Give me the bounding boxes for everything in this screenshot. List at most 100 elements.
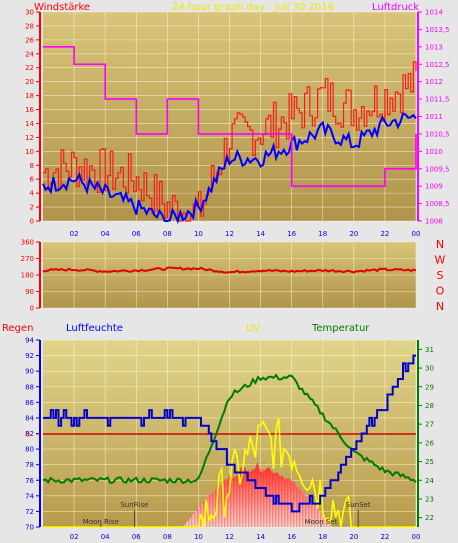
temperature-tick-label: 30: [425, 365, 434, 373]
humidity-tick-label: 86: [25, 399, 34, 407]
compass-direction-label: N: [436, 300, 444, 313]
wind-tick-label: 30: [25, 9, 34, 17]
wind-tick-label: 16: [25, 106, 34, 114]
pressure-tick-label: 1011: [425, 113, 443, 121]
time-tick-label: 16: [287, 230, 296, 238]
temperature-tick-label: 31: [425, 346, 434, 354]
humidity-tick-label: 94: [25, 337, 34, 345]
pressure-header-label: Luftdruck: [372, 2, 419, 13]
sunrise-label: SunRise: [120, 501, 148, 509]
temperature-header-label: Temperatur: [311, 323, 370, 334]
temperature-tick-label: 26: [425, 439, 434, 447]
wind-tick-label: 14: [25, 120, 34, 128]
climate-time-tick-label: 18: [318, 533, 327, 541]
humidity-tick-label: 88: [25, 383, 34, 391]
chart-title: 24 hour graph day : Juli 30 2016: [172, 2, 334, 13]
wind-tick-label: 26: [25, 36, 34, 44]
humidity-tick-label: 84: [25, 414, 34, 422]
climate-time-tick-label: 22: [380, 533, 389, 541]
compass-direction-label: W: [435, 254, 446, 267]
pressure-tick-label: 1010: [425, 148, 443, 156]
direction-tick-label: 180: [21, 272, 34, 280]
direction-tick-label: 360: [21, 239, 34, 247]
uv-line: [43, 418, 416, 528]
wind-header-label: Windstärke: [34, 2, 90, 13]
pressure-tick-label: 1014: [425, 9, 443, 17]
wind-tick-label: 20: [25, 78, 34, 86]
rain-zero-label: 0: [26, 431, 30, 439]
rain-header-label: Regen: [2, 323, 34, 334]
wind-tick-label: 0: [30, 218, 34, 226]
time-tick-label: 10: [194, 230, 203, 238]
temperature-line: [42, 373, 417, 485]
humidity-tick-label: 76: [25, 477, 34, 485]
uv-header-label: UV: [246, 323, 260, 334]
wind-tick-label: 18: [25, 92, 34, 100]
temperature-tick-label: 22: [425, 514, 434, 522]
pressure-tick-label: 1009: [425, 183, 443, 191]
pressure-tick-label: 1013,5: [425, 26, 450, 34]
time-tick-label: 12: [225, 230, 234, 238]
wind-tick-label: 22: [25, 64, 34, 72]
time-tick-label: 22: [380, 230, 389, 238]
time-tick-label: 06: [132, 230, 141, 238]
time-tick-label: 14: [256, 230, 265, 238]
climate-time-tick-label: 02: [70, 533, 79, 541]
climate-time-tick-label: 16: [287, 533, 296, 541]
pressure-line: [43, 45, 417, 187]
humidity-tick-label: 78: [25, 461, 34, 469]
time-tick-label: 02: [70, 230, 79, 238]
wind-direction-line: [42, 266, 417, 274]
humidity-tick-label: 72: [25, 508, 34, 516]
time-tick-label: 08: [163, 230, 172, 238]
wind-tick-label: 4: [30, 190, 35, 198]
temperature-tick-label: 28: [425, 402, 434, 410]
climate-time-tick-label: 20: [349, 533, 358, 541]
climate-time-tick-label: 00: [412, 533, 421, 541]
pressure-tick-label: 1008,5: [425, 200, 450, 208]
humidity-line: [43, 354, 416, 513]
pressure-tick-label: 1008: [425, 218, 443, 226]
compass-direction-label: O: [436, 285, 445, 298]
wind-tick-label: 28: [25, 22, 34, 30]
humidity-header-label: Luftfeuchte: [66, 323, 123, 334]
time-tick-label: 04: [101, 230, 110, 238]
climate-time-tick-label: 04: [101, 533, 110, 541]
humidity-tick-label: 70: [25, 524, 34, 532]
moon-rise-label: Moon Rise: [83, 518, 119, 526]
pressure-tick-label: 1009,5: [425, 165, 450, 173]
humidity-tick-label: 92: [25, 352, 34, 360]
temperature-tick-label: 25: [425, 458, 434, 466]
wind-tick-label: 24: [25, 50, 34, 58]
climate-time-tick-label: 06: [132, 533, 141, 541]
time-tick-label: 00: [412, 230, 421, 238]
direction-tick-label: 0: [30, 305, 34, 313]
temperature-tick-label: 27: [425, 421, 434, 429]
climate-time-tick-label: 14: [256, 533, 265, 541]
temperature-tick-label: 29: [425, 383, 434, 391]
climate-time-tick-label: 12: [225, 533, 234, 541]
humidity-tick-label: 82: [25, 430, 34, 438]
pressure-tick-label: 1010,5: [425, 130, 450, 138]
climate-time-tick-label: 10: [194, 533, 203, 541]
sunset-label: SunSet: [346, 501, 371, 509]
temperature-tick-label: 23: [425, 495, 434, 503]
direction-tick-label: 270: [21, 255, 34, 263]
wind-tick-label: 8: [30, 162, 34, 170]
temperature-tick-label: 24: [425, 477, 434, 485]
humidity-tick-label: 90: [25, 368, 34, 376]
humidity-tick-label: 74: [25, 492, 34, 500]
pressure-tick-label: 1012: [425, 78, 443, 86]
humidity-tick-label: 80: [25, 446, 34, 454]
time-tick-label: 18: [318, 230, 327, 238]
direction-tick-label: 90: [25, 288, 34, 296]
wind-tick-label: 10: [25, 148, 34, 156]
compass-direction-label: N: [436, 238, 444, 251]
wind-gust-line: [43, 61, 417, 222]
wind-tick-label: 6: [30, 176, 35, 184]
pressure-tick-label: 1013: [425, 43, 443, 51]
moon-set-label: Moon Set: [305, 518, 338, 526]
pressure-tick-label: 1012,5: [425, 61, 450, 69]
